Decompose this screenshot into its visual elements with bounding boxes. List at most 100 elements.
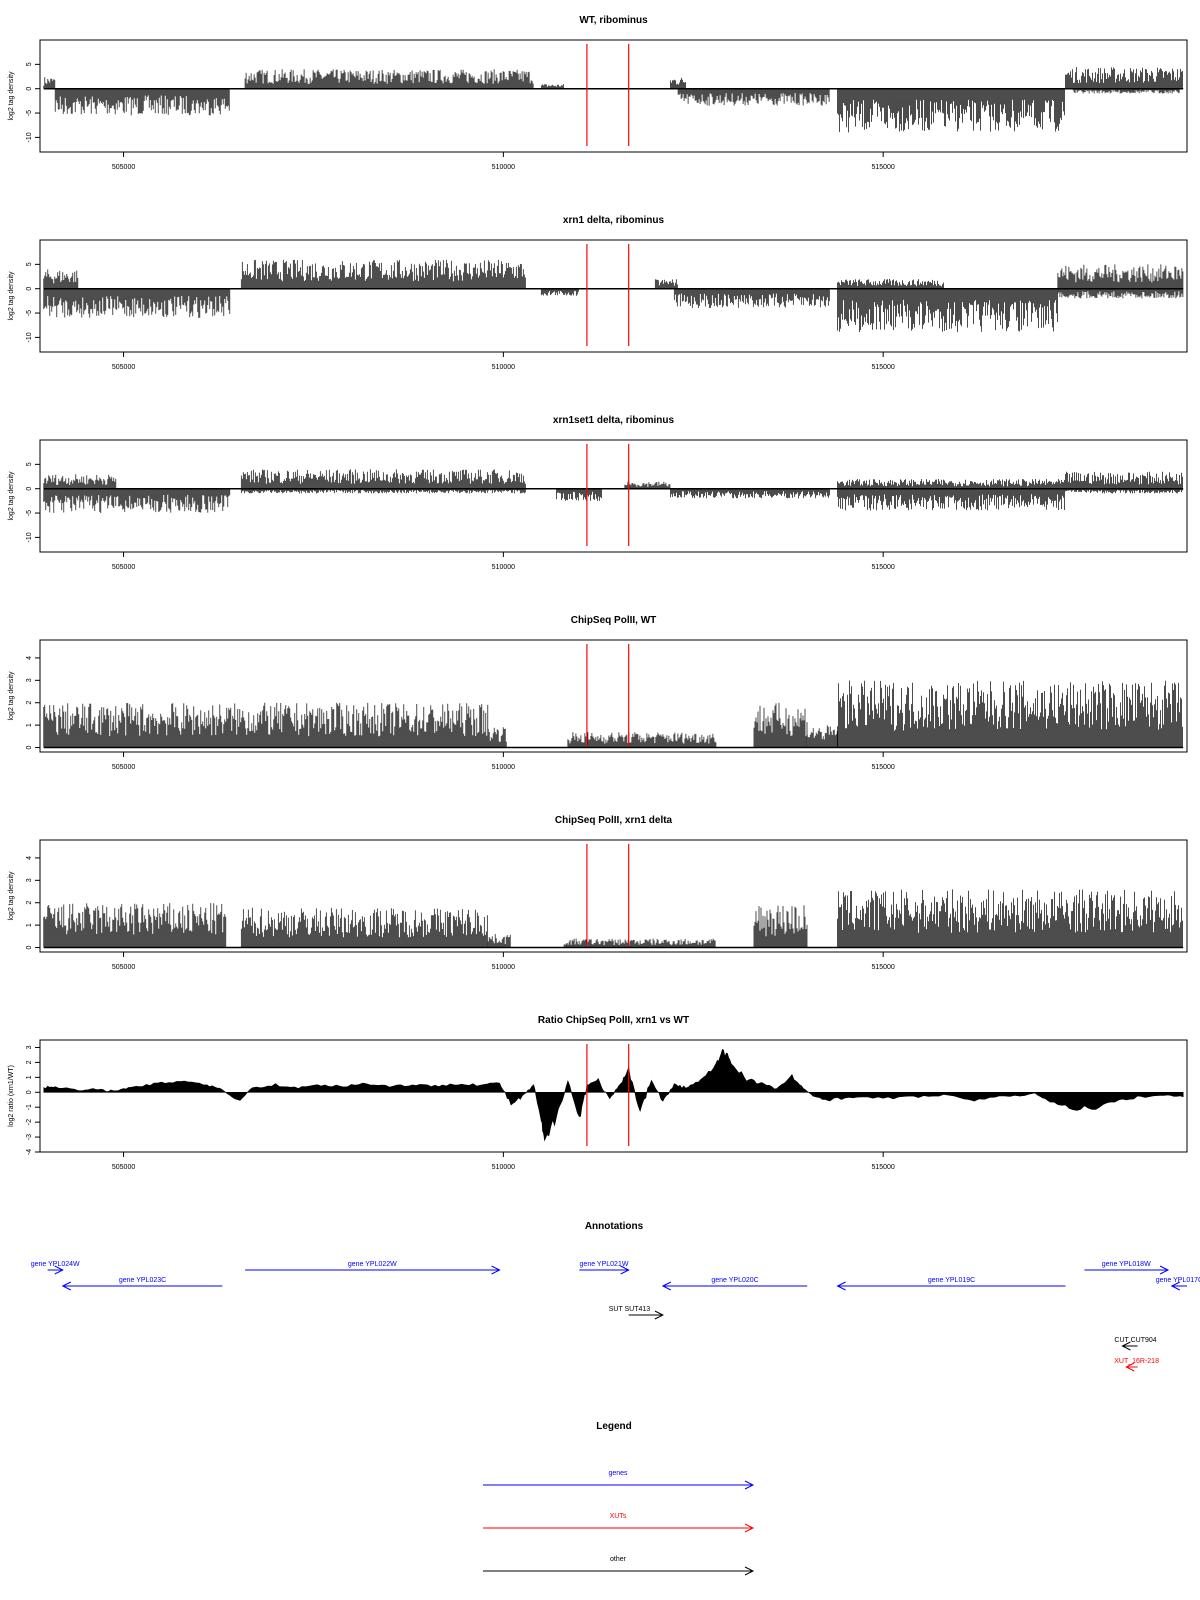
- data-bars: [240, 469, 526, 489]
- data-bars: [670, 77, 686, 89]
- data-bars: [670, 488, 830, 499]
- plot-frame: [39, 839, 1188, 953]
- data-segment: [1065, 67, 1183, 89]
- gene-label: gene YPL019C: [928, 1277, 975, 1284]
- data-bars: [677, 88, 830, 106]
- chart-panel: Ratio ChipSeq PolII, xrn1 vs WT log2 rati…: [8, 1015, 1188, 1171]
- data-bars: [487, 934, 511, 948]
- gene-arrow-head: [1159, 1265, 1170, 1275]
- y-tick-label: 1: [26, 1075, 33, 1079]
- gene-label: gene YPL022W: [348, 1261, 397, 1268]
- xut-annotation: XUT_16R-218: [1114, 1358, 1159, 1372]
- data-bars: [240, 259, 526, 289]
- x-tick-label: 505000: [112, 564, 135, 571]
- y-tick-label: 2: [26, 701, 33, 705]
- chart-panel: WT, ribominus log2 tag density -10 -5 0 5 5050…: [8, 15, 1188, 171]
- x-tick-label: 505000: [112, 764, 135, 771]
- plot-frame: [39, 39, 1188, 153]
- y-tick-label: 2: [26, 1060, 33, 1064]
- data-segment: [670, 77, 686, 89]
- data-bars: [43, 288, 231, 318]
- data-bars: [540, 288, 579, 296]
- legend-arrow-head: [744, 1566, 755, 1576]
- data-bars: [43, 488, 231, 513]
- data-bars: [837, 488, 1065, 511]
- x-tick-label: 510000: [492, 964, 515, 971]
- y-tick-label: 3: [26, 678, 33, 682]
- data-segment: [1065, 471, 1183, 489]
- data-bars: [240, 488, 526, 494]
- gene-annotation: gene YPL024W: [31, 1261, 80, 1275]
- y-axis-label: log2 tag density: [8, 671, 15, 721]
- data-bars: [487, 727, 507, 748]
- gene-annotation: gene YPL021W: [579, 1261, 630, 1275]
- chart-title: xrn1 delta, ribominus: [563, 215, 665, 226]
- data-segment: [540, 288, 579, 296]
- data-segment: [1065, 488, 1183, 494]
- data-bars: [837, 88, 1065, 133]
- data-bars: [43, 903, 227, 948]
- y-tick-label: -10: [26, 332, 33, 342]
- data-segment: [563, 938, 716, 948]
- data-segment: [654, 279, 678, 289]
- y-tick-label: 2: [26, 901, 33, 905]
- data-segment: [677, 88, 830, 106]
- y-tick-label: 0: [26, 945, 33, 949]
- data-bars: [43, 702, 489, 748]
- y-axis-label: log2 tag density: [8, 471, 15, 521]
- gene-arrow-head: [54, 1265, 64, 1275]
- gene-label: gene YPL020C: [711, 1277, 758, 1284]
- chart-title: ChipSeq PolII, WT: [571, 615, 657, 626]
- sut-arrow-head: [654, 1310, 664, 1320]
- y-tick-label: 1: [26, 723, 33, 727]
- legend-label: other: [610, 1556, 627, 1563]
- sut-label: SUT SUT413: [609, 1306, 651, 1313]
- xut-label: XUT_16R-218: [1114, 1358, 1159, 1365]
- gene-label: gene YPL024W: [31, 1261, 80, 1268]
- chart-panel: xrn1set1 delta, ribominus log2 tag densit…: [8, 415, 1188, 571]
- data-bars: [1065, 488, 1183, 494]
- data-segment: [837, 889, 1183, 948]
- y-tick-label: -1: [26, 1104, 33, 1110]
- legend-label: XUTs: [610, 1513, 627, 1520]
- data-bars: [43, 77, 56, 89]
- chart-title: ChipSeq PolII, xrn1 delta: [555, 815, 673, 826]
- x-tick-label: 505000: [112, 364, 135, 371]
- data-bars: [654, 279, 678, 289]
- chart-title: WT, ribominus: [579, 15, 648, 26]
- data-segment: [556, 488, 602, 501]
- gene-annotation: gene YPL018W: [1084, 1261, 1170, 1275]
- data-bars: [1065, 67, 1183, 89]
- data-bars: [54, 88, 230, 116]
- x-tick-label: 510000: [492, 364, 515, 371]
- sut-annotation: SUT SUT413: [609, 1306, 664, 1320]
- gene-arrow-head: [620, 1265, 630, 1275]
- chart-panel: ChipSeq PolII, WT log2 tag density 0 1 2 3 4 50…: [8, 615, 1188, 771]
- x-tick-label: 515000: [871, 364, 894, 371]
- data-bars: [240, 907, 488, 948]
- data-segment: [43, 474, 117, 489]
- gene-annotation: gene YPL022W: [245, 1261, 501, 1275]
- legend-item: XUTs: [483, 1513, 755, 1533]
- data-bars: [837, 288, 1058, 333]
- legend-label: genes: [608, 1470, 628, 1477]
- x-tick-label: 510000: [492, 764, 515, 771]
- gene-arrow-head: [1170, 1281, 1181, 1291]
- y-tick-label: -4: [26, 1149, 33, 1155]
- gene-arrow-head: [836, 1281, 846, 1291]
- gene-annotation: gene YPL023C: [61, 1277, 223, 1291]
- data-bars: [806, 725, 838, 748]
- xut-arrow-head: [1125, 1362, 1135, 1372]
- data-segment: [837, 279, 944, 289]
- data-bars: [567, 732, 717, 748]
- x-tick-label: 515000: [871, 564, 894, 571]
- data-bars: [753, 702, 808, 748]
- gene-arrow-head: [491, 1265, 501, 1275]
- y-tick-label: -5: [26, 510, 33, 516]
- data-segment: [487, 934, 511, 948]
- annotations-title: Annotations: [585, 1221, 644, 1232]
- y-tick-label: 4: [26, 656, 33, 660]
- cut-arrow-head: [1121, 1341, 1131, 1351]
- y-tick-label: -2: [26, 1119, 33, 1125]
